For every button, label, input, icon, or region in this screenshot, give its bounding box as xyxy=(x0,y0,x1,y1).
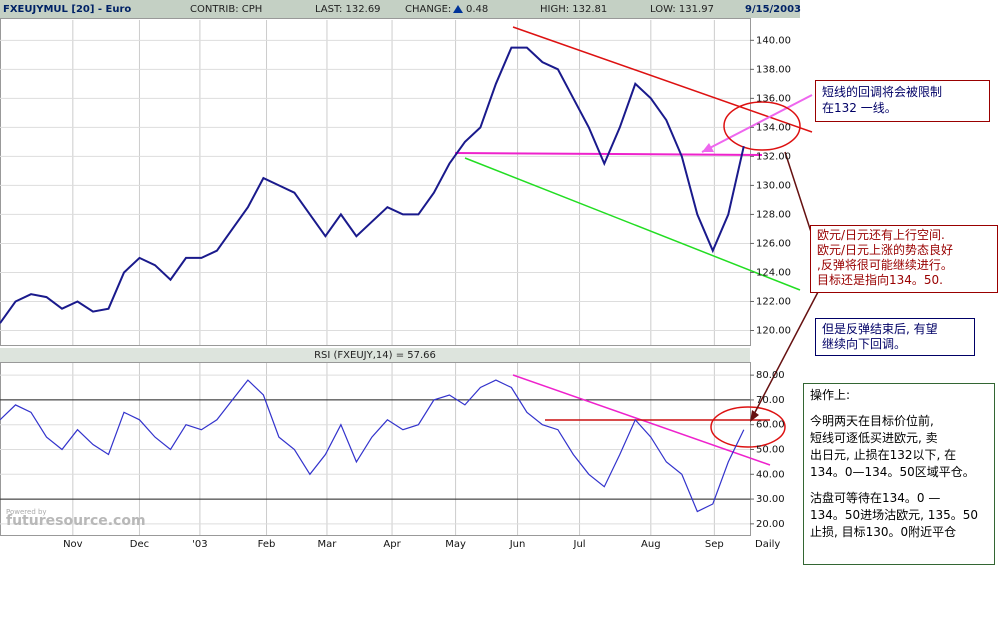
x-tick-label: Sep xyxy=(705,539,724,550)
high: HIGH: 132.81 xyxy=(540,4,607,15)
note: 欧元/日元还有上行空间. 欧元/日元上涨的势态良好 ,反弹将很可能继续进行。 目标还是… xyxy=(810,225,998,293)
contrib: CONTRIB: CPH xyxy=(190,4,262,15)
y-tick-label: 124.00 xyxy=(756,267,791,278)
price-frame xyxy=(0,18,751,346)
x-tick-label: Aug xyxy=(641,539,661,550)
note-line: 止损, 目标130。0附近平仓 xyxy=(810,525,957,539)
y-tick-label: 130.00 xyxy=(756,180,791,191)
pointer xyxy=(784,151,813,236)
x-tick-label: Mar xyxy=(318,539,338,550)
note-line: 134。50进场沽欧元, 135。50 xyxy=(810,508,978,522)
y-tick-label: 80.00 xyxy=(756,370,785,381)
x-tick-label: Apr xyxy=(383,539,401,550)
y-tick-label: 60.00 xyxy=(756,420,785,431)
rsi-bar xyxy=(0,348,750,362)
y-tick-label: 30.00 xyxy=(756,494,785,505)
note-line: 沽盘可等待在134。0 — xyxy=(810,491,941,505)
change-label: CHANGE: xyxy=(405,4,451,15)
note-line: 操作上: xyxy=(810,388,851,402)
channel-line xyxy=(464,157,801,291)
date: 9/15/2003 xyxy=(745,4,801,15)
note: 短线的回调将会被限制 在132 一线。 xyxy=(815,80,990,122)
watermark: futuresource.com xyxy=(6,513,146,529)
note: 但是反弹结束后, 有望 继续向下回调。 xyxy=(815,318,975,356)
x-tick-label: Jul xyxy=(573,539,586,550)
note-line: 出日元, 止损在132以下, 在 xyxy=(810,448,957,462)
y-tick-label: 20.00 xyxy=(756,519,785,530)
resistance-line xyxy=(512,26,813,133)
x-tick-label: Feb xyxy=(258,539,276,550)
note-line: 欧元/日元上涨的势态良好 xyxy=(817,243,954,257)
note-line: 短线的回调将会被限制 xyxy=(822,85,943,99)
x-tick-label: '03 xyxy=(192,539,207,550)
y-tick-label: 134.00 xyxy=(756,122,791,133)
note-line: 短线可逐低买进欧元, 卖 xyxy=(810,431,938,445)
y-tick-label: 136.00 xyxy=(756,93,791,104)
note-line: ,反弹将很可能继续进行。 xyxy=(817,258,953,272)
note: 操作上: 今明两天在目标价位前, 短线可逐低买进欧元, 卖出日元, 止损在132以下… xyxy=(803,383,995,565)
header-bar xyxy=(0,0,800,18)
y-tick-label: 138.00 xyxy=(756,64,791,75)
arrow-head xyxy=(702,143,714,152)
arrow xyxy=(701,94,813,153)
note-line: 在132 一线。 xyxy=(822,101,897,115)
series-line xyxy=(0,46,745,324)
y-tick-label: 120.00 xyxy=(756,325,791,336)
period-label: Daily xyxy=(755,539,780,550)
note-line: 目标还是指向134。50. xyxy=(817,273,943,287)
x-tick-label: May xyxy=(445,539,466,550)
y-tick-label: 126.00 xyxy=(756,238,791,249)
y-tick-label: 122.00 xyxy=(756,296,791,307)
x-tick-label: Jun xyxy=(509,539,526,550)
series-line xyxy=(0,379,745,513)
note-line: 但是反弹结束后, 有望 xyxy=(822,322,938,336)
note-line: 欧元/日元还有上行空间. xyxy=(817,228,945,242)
y-tick-label: 70.00 xyxy=(756,395,785,406)
note-line: 今明两天在目标价位前, xyxy=(810,414,934,428)
y-tick-label: 140.00 xyxy=(756,35,791,46)
target-circle xyxy=(723,101,801,151)
pointer-head xyxy=(750,410,759,422)
y-tick-label: 132.00 xyxy=(756,151,791,162)
x-tick-label: Nov xyxy=(63,539,83,550)
rsi-title: RSI (FXEUJY,14) = 57.66 xyxy=(314,350,436,361)
note-line: 134。0—134。50区域平仓。 xyxy=(810,465,975,479)
up-arrow xyxy=(453,5,463,13)
low: LOW: 131.97 xyxy=(650,4,714,15)
y-tick-label: 128.00 xyxy=(756,209,791,220)
y-tick-label: 40.00 xyxy=(756,469,785,480)
pointer xyxy=(751,291,819,419)
watermark-small: Powered by xyxy=(6,508,47,516)
symbol: FXEUJYMUL [20] - Euro xyxy=(3,4,131,15)
change: 0.48 xyxy=(466,4,488,15)
x-tick-label: Dec xyxy=(130,539,149,550)
rsi-circle xyxy=(710,406,786,448)
y-tick-label: 50.00 xyxy=(756,444,785,455)
last: LAST: 132.69 xyxy=(315,4,381,15)
note-line: 继续向下回调。 xyxy=(822,337,907,351)
